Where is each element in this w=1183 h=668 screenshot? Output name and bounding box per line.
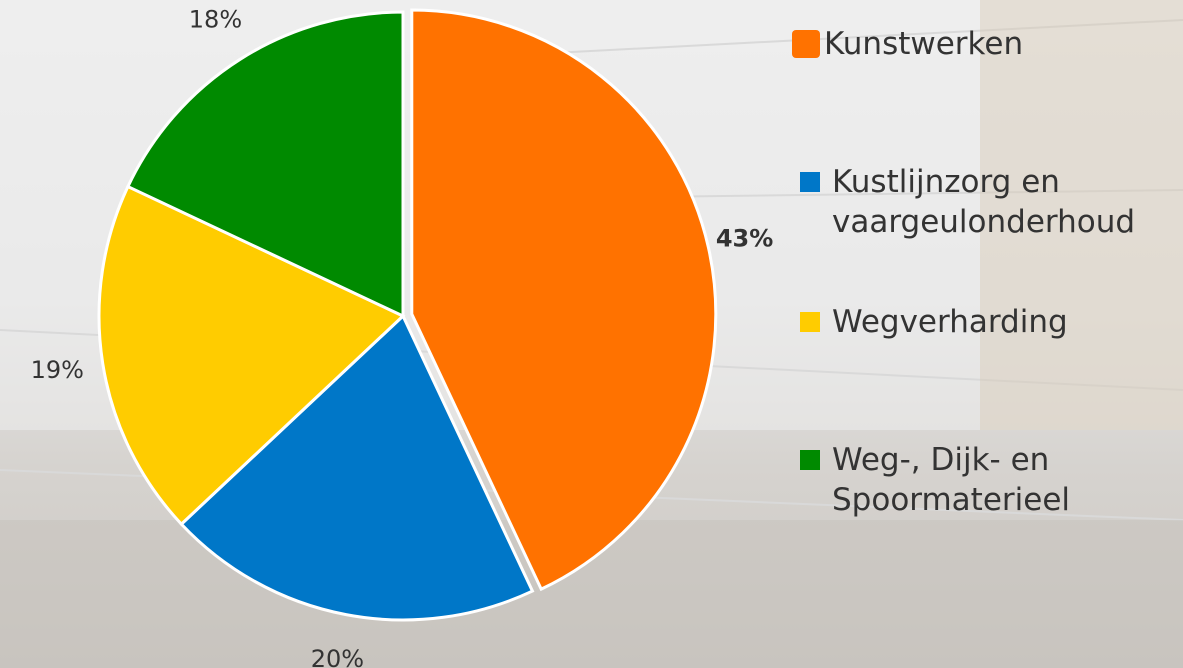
data-label: 19%: [31, 356, 84, 384]
legend-item: Kustlijnzorg en vaargeulonderhoud: [800, 162, 1136, 242]
legend-swatch: [792, 30, 820, 58]
legend-item: Weg-, Dijk- en Spoormaterieel: [800, 440, 1072, 520]
legend-swatch: [800, 450, 820, 470]
pie-slice: [179, 313, 535, 622]
legend-label: Weg-, Dijk- en Spoormaterieel: [832, 442, 1071, 518]
pie-slice: [410, 8, 718, 592]
legend-item: Kunstwerken: [792, 24, 1164, 64]
data-label: 20%: [311, 645, 364, 668]
data-label: 18%: [189, 5, 242, 33]
legend-label: Kustlijnzorg en vaargeulonderhoud: [832, 164, 1136, 240]
pie-slice: [125, 10, 405, 319]
data-label: 43%: [716, 225, 773, 253]
pie-slice: [97, 184, 406, 527]
legend-item: Wegverharding: [800, 302, 1172, 342]
legend-swatch: [800, 312, 820, 332]
legend-label: Wegverharding: [832, 304, 1068, 340]
legend-swatch: [800, 172, 820, 192]
legend-label: Kunstwerken: [824, 26, 1024, 62]
